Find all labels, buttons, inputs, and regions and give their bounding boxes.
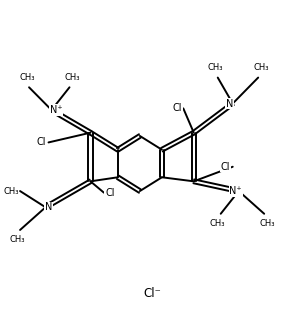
Text: N: N xyxy=(45,202,52,212)
Text: CH₃: CH₃ xyxy=(207,63,222,72)
Text: Cl: Cl xyxy=(221,162,230,172)
Text: CH₃: CH₃ xyxy=(210,219,225,228)
Text: CH₃: CH₃ xyxy=(9,235,25,244)
Text: Cl: Cl xyxy=(36,137,46,147)
Text: CH₃: CH₃ xyxy=(253,63,269,72)
Text: Cl: Cl xyxy=(173,103,182,113)
Text: CH₃: CH₃ xyxy=(65,73,80,82)
Text: CH₃: CH₃ xyxy=(20,73,35,82)
Text: Cl⁻: Cl⁻ xyxy=(143,287,161,300)
Text: CH₃: CH₃ xyxy=(3,187,19,196)
Text: Cl: Cl xyxy=(105,188,115,198)
Text: N⁺: N⁺ xyxy=(50,105,62,115)
Text: N: N xyxy=(226,98,233,109)
Text: CH₃: CH₃ xyxy=(259,219,275,228)
Text: N⁺: N⁺ xyxy=(229,186,242,196)
